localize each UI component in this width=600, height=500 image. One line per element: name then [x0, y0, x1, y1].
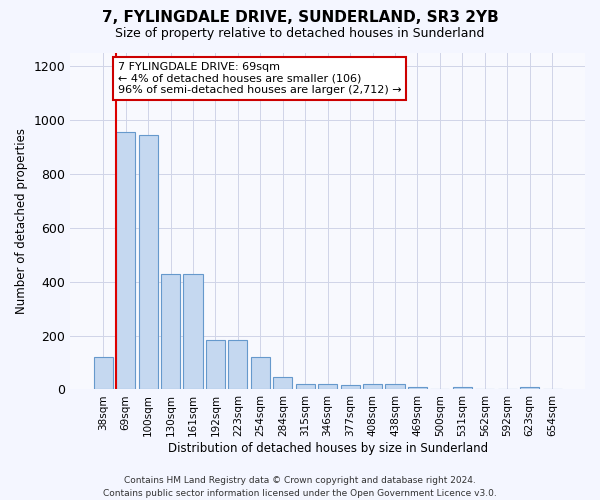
Bar: [296, 384, 315, 390]
Text: 7, FYLINGDALE DRIVE, SUNDERLAND, SR3 2YB: 7, FYLINGDALE DRIVE, SUNDERLAND, SR3 2YB: [101, 10, 499, 25]
Bar: [363, 384, 382, 390]
Bar: [161, 274, 180, 390]
Bar: [273, 378, 292, 390]
Bar: [139, 134, 158, 390]
Bar: [385, 384, 404, 390]
Bar: [184, 274, 203, 390]
Bar: [408, 387, 427, 390]
Bar: [94, 357, 113, 390]
Text: Contains HM Land Registry data © Crown copyright and database right 2024.
Contai: Contains HM Land Registry data © Crown c…: [103, 476, 497, 498]
X-axis label: Distribution of detached houses by size in Sunderland: Distribution of detached houses by size …: [167, 442, 488, 455]
Bar: [206, 340, 225, 390]
Bar: [251, 357, 270, 390]
Bar: [453, 387, 472, 390]
Bar: [318, 384, 337, 390]
Bar: [341, 386, 359, 390]
Bar: [229, 340, 247, 390]
Bar: [116, 132, 135, 390]
Text: Size of property relative to detached houses in Sunderland: Size of property relative to detached ho…: [115, 28, 485, 40]
Bar: [520, 387, 539, 390]
Text: 7 FYLINGDALE DRIVE: 69sqm
← 4% of detached houses are smaller (106)
96% of semi-: 7 FYLINGDALE DRIVE: 69sqm ← 4% of detach…: [118, 62, 401, 95]
Y-axis label: Number of detached properties: Number of detached properties: [15, 128, 28, 314]
